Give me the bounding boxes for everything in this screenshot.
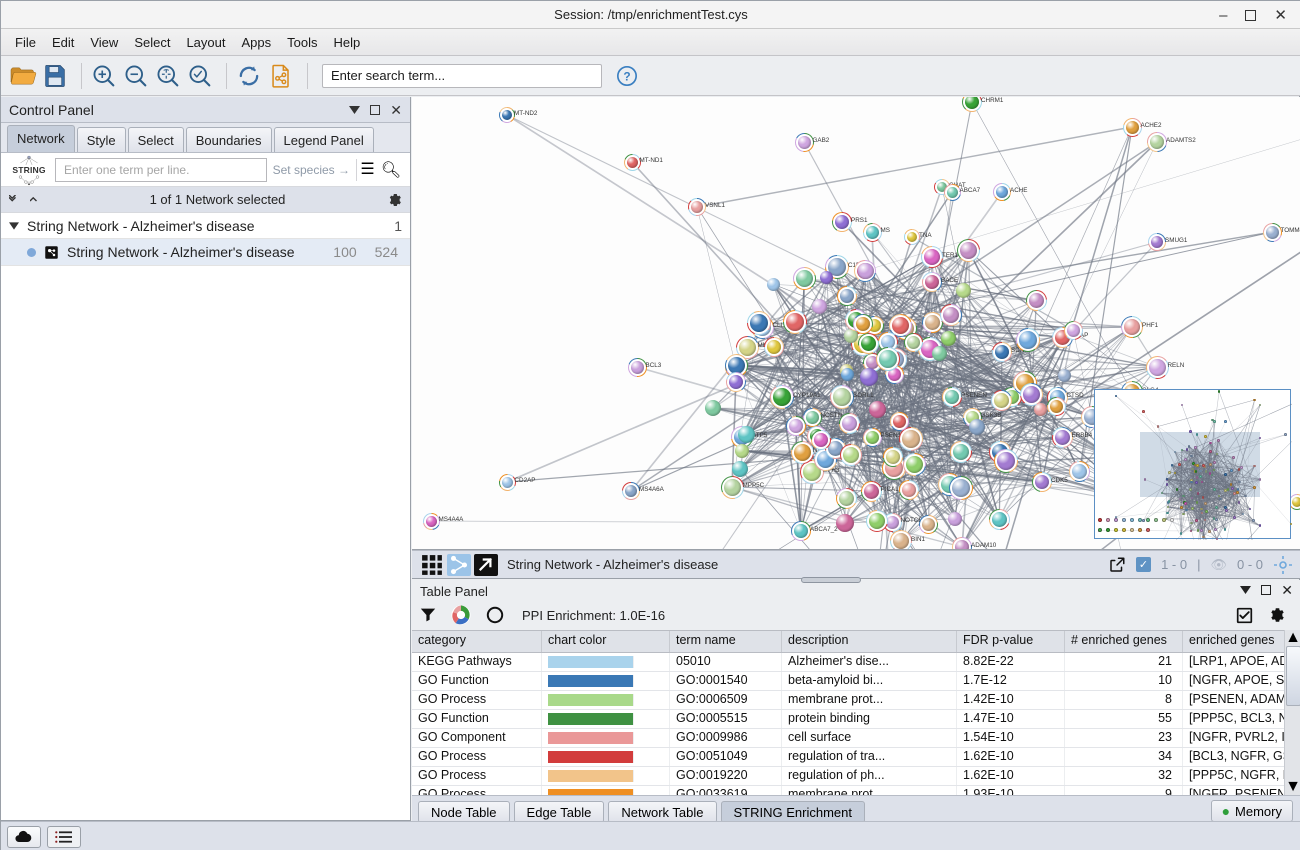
svg-text:?: ? (623, 69, 630, 83)
